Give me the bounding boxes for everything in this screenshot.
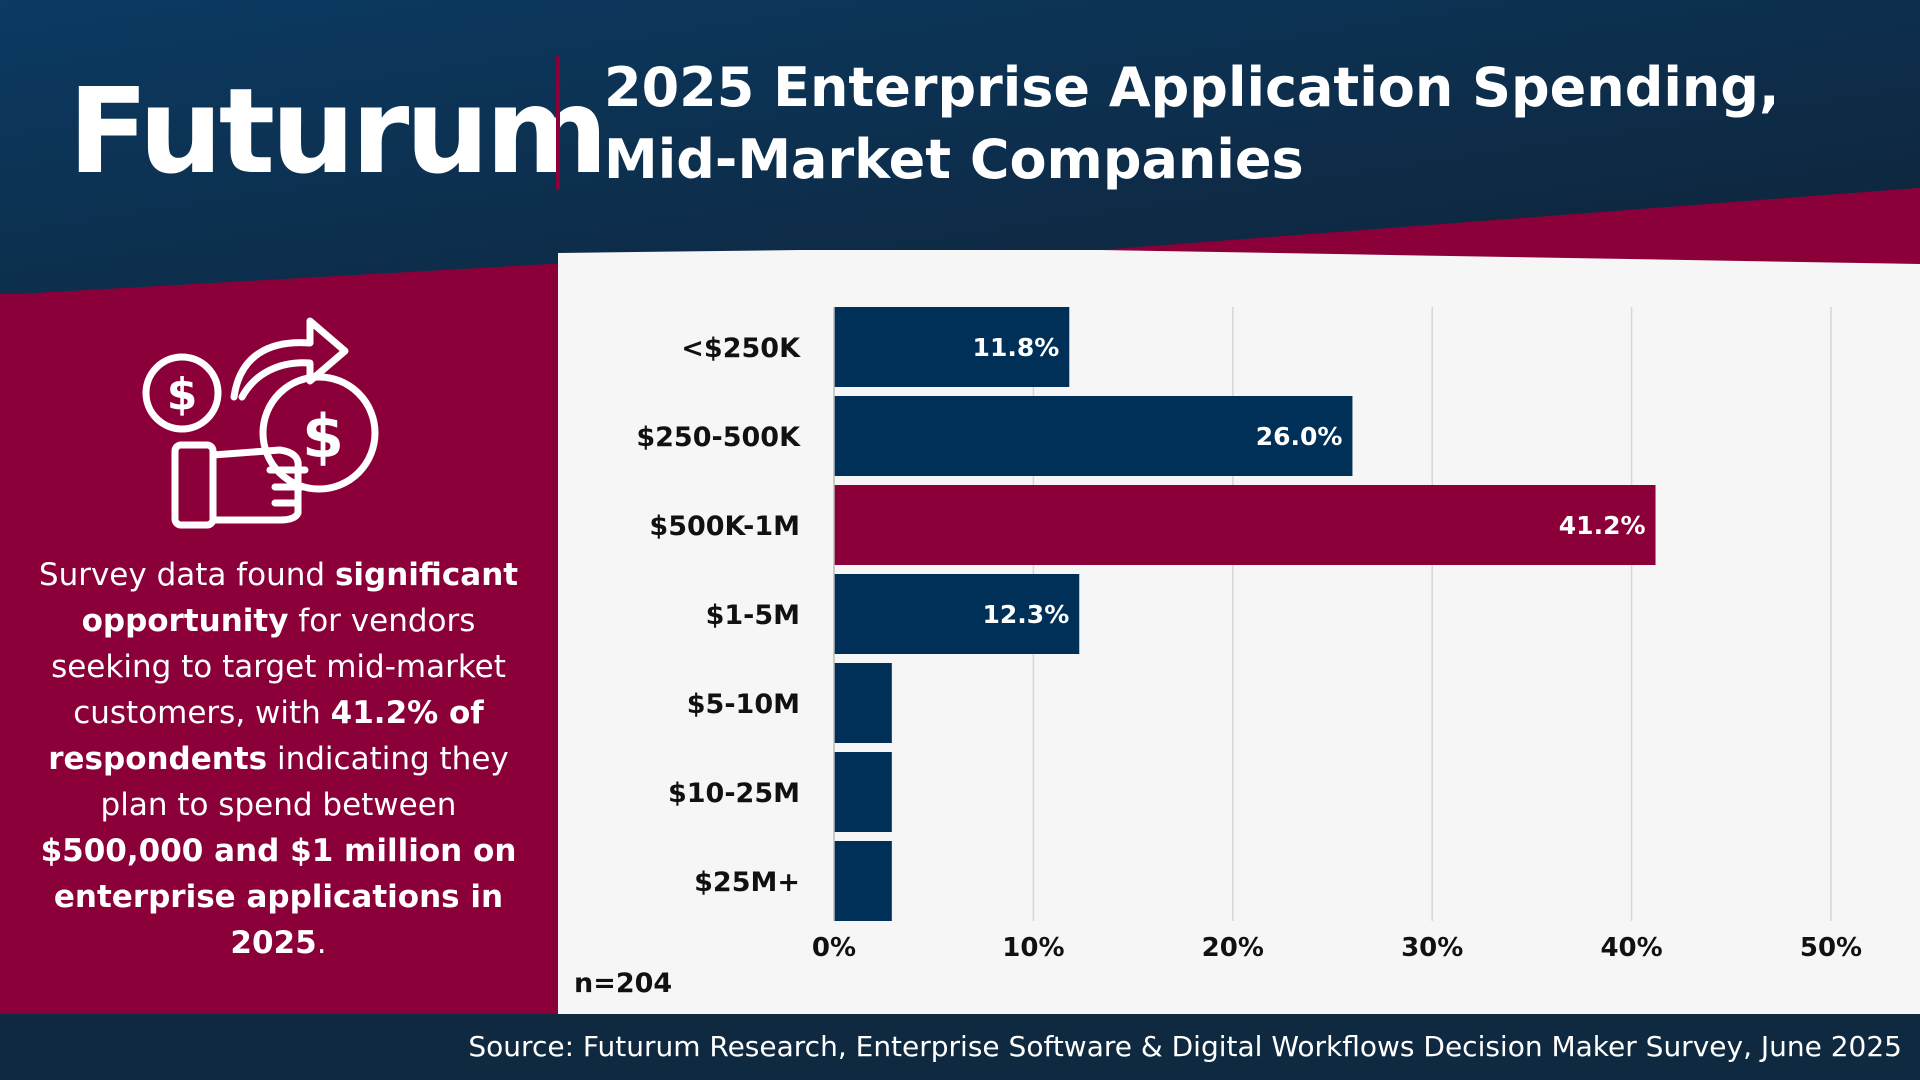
footer: Source: Futurum Research, Enterprise Sof… xyxy=(0,1014,1920,1080)
summary-fragment: indicating they plan to spend between xyxy=(100,741,509,823)
svg-text:$: $ xyxy=(302,402,344,472)
summary-emphasis: $500,000 and $1 million on enterprise ap… xyxy=(40,833,517,961)
bar xyxy=(834,752,892,832)
source-citation: Source: Futurum Research, Enterprise Sof… xyxy=(468,1030,1902,1063)
data-label: 41.2% xyxy=(1559,511,1646,540)
bar xyxy=(834,841,892,921)
bar xyxy=(834,396,1353,476)
bar xyxy=(834,307,1070,387)
x-tick-label: 10% xyxy=(1002,933,1064,963)
x-tick-label: 50% xyxy=(1800,933,1862,963)
summary-emphasis: significant opportunity xyxy=(81,557,519,639)
summary-fragment: . xyxy=(316,925,327,961)
header-divider xyxy=(556,56,560,190)
summary-text: Survey data found significant opportunit… xyxy=(20,552,537,966)
page-title: 2025 Enterprise Application Spending, Mi… xyxy=(604,56,1780,191)
category-label: <$250K xyxy=(681,333,801,364)
category-label: $25M+ xyxy=(694,867,800,898)
data-label: 12.3% xyxy=(983,600,1070,629)
bar xyxy=(834,574,1080,654)
summary-emphasis: 41.2% of respondents xyxy=(48,695,484,777)
futurum-logo: Futurum xyxy=(68,62,608,200)
summary-fragment: for vendors seeking to target mid-market… xyxy=(51,603,506,731)
bar-chart: 0% 10% 20% 30% 40% 50% <$250K 11.8% $250-500K 26.… xyxy=(636,307,1862,963)
x-tick-label: 30% xyxy=(1401,933,1463,963)
data-label: 26.0% xyxy=(1256,422,1343,451)
x-tick-label: 0% xyxy=(812,933,856,963)
svg-text:$: $ xyxy=(167,369,198,420)
category-label: $1-5M xyxy=(706,600,800,631)
category-label: $250-500K xyxy=(636,422,801,453)
x-tick-label: 40% xyxy=(1600,933,1662,963)
x-tick-label: 20% xyxy=(1202,933,1264,963)
category-label: $5-10M xyxy=(687,689,800,720)
data-label: 11.8% xyxy=(973,333,1060,362)
summary-fragment: Survey data found xyxy=(38,557,335,593)
sample-size-note: n=204 xyxy=(574,968,673,999)
hand-holding-dollar-coins-icon: $ $ xyxy=(142,317,379,529)
category-label: $500K-1M xyxy=(649,511,800,542)
category-label: $10-25M xyxy=(668,778,800,809)
bar xyxy=(834,485,1656,565)
bar xyxy=(834,663,892,743)
